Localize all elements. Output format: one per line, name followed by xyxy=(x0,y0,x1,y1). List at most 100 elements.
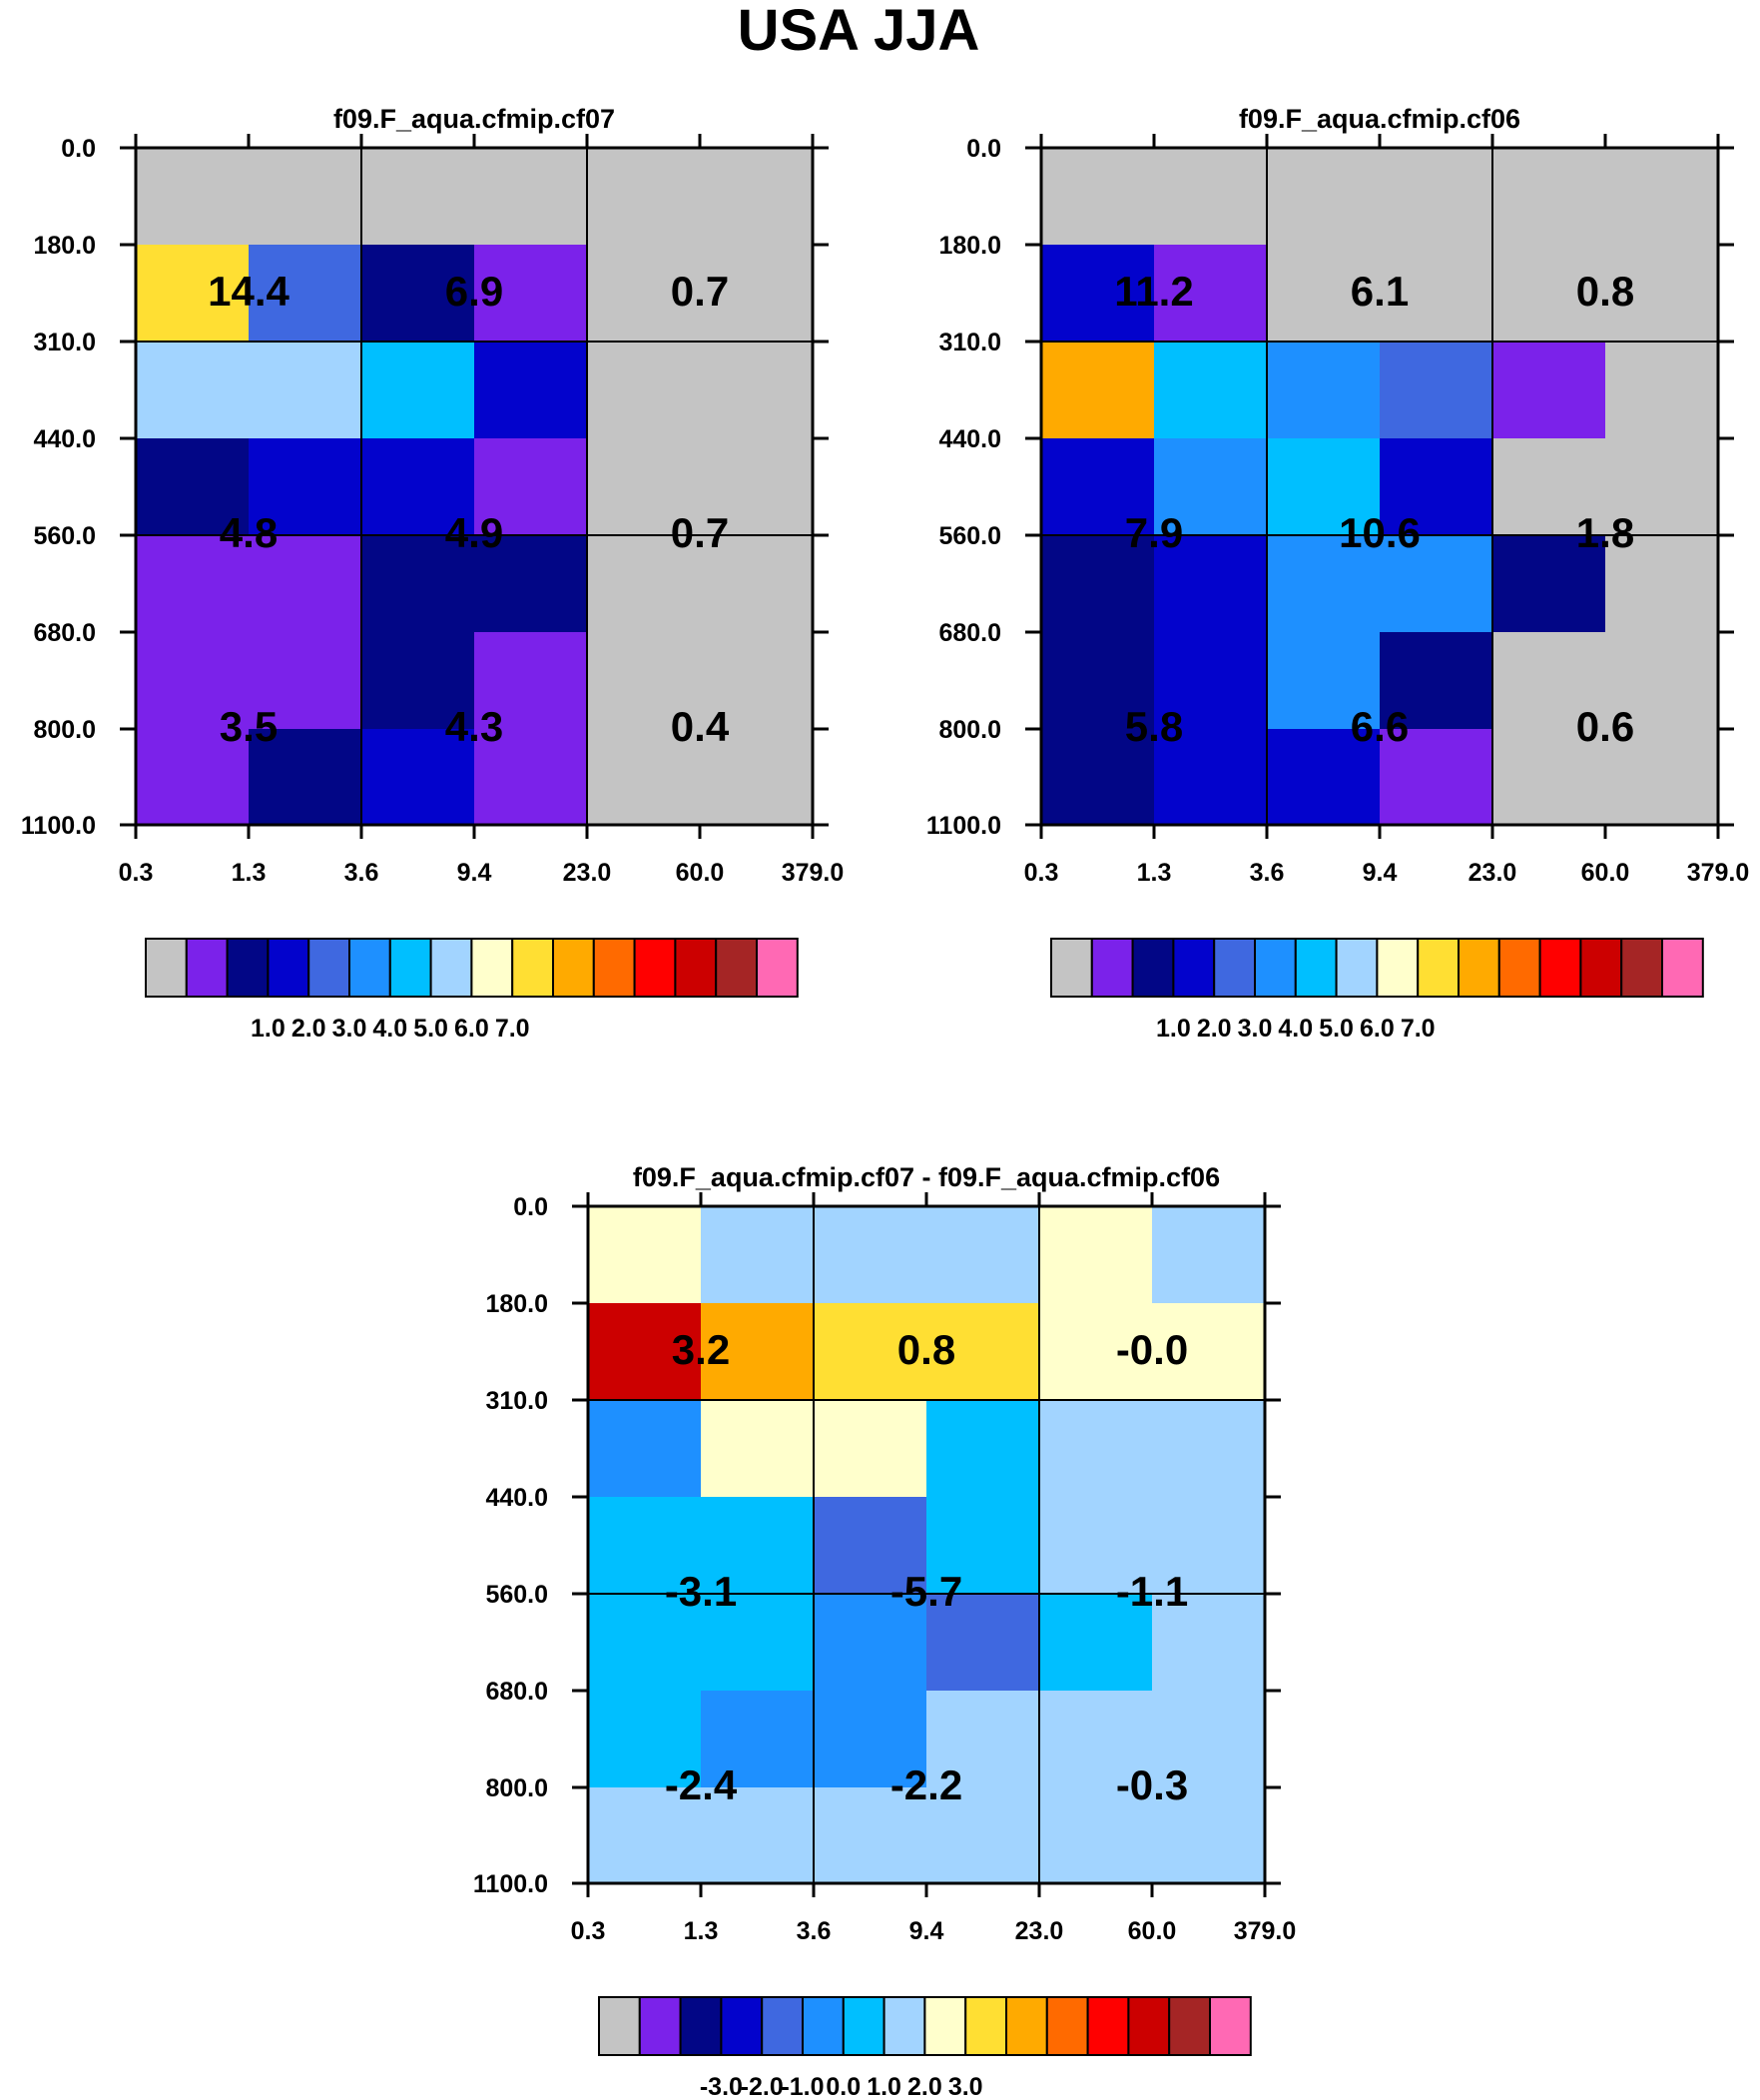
heatmap-cell xyxy=(1152,1594,1266,1692)
colorbar-swatch xyxy=(1376,938,1420,998)
heatmap-cell xyxy=(926,1787,1040,1884)
colorbar-swatch xyxy=(633,938,677,998)
panel-1: f09.F_aqua.cfmip.cf07 14.4 6.9 0.7 4.8 4.9 0.7… xyxy=(21,104,844,1043)
x-tick-label: 1.3 xyxy=(232,859,267,887)
y-tick-label: 800.0 xyxy=(938,716,1001,744)
heatmap-cell xyxy=(1041,729,1155,826)
heatmap-cell xyxy=(1154,342,1268,439)
heatmap-cell xyxy=(588,1691,702,1788)
heatmap-cell xyxy=(588,1206,702,1304)
heatmap-cell xyxy=(1267,148,1381,246)
y-tick-label: 800.0 xyxy=(485,1774,548,1802)
box-value: -2.4 xyxy=(665,1761,738,1808)
box-value: 11.2 xyxy=(1114,268,1193,315)
heatmap-cell xyxy=(814,1787,927,1884)
box-value: -0.3 xyxy=(1116,1761,1188,1808)
heatmap-cell xyxy=(1605,535,1719,633)
box-value: 0.8 xyxy=(897,1326,955,1373)
heatmap-cell xyxy=(1041,342,1155,439)
heatmap-cell xyxy=(700,342,814,439)
heatmap-cell xyxy=(926,1303,1040,1401)
figure-title: USA JJA xyxy=(738,0,980,63)
heatmap-cell xyxy=(588,1497,702,1595)
heatmap-cell xyxy=(701,1400,815,1498)
colorbar-swatch xyxy=(1579,938,1623,998)
heatmap-cell xyxy=(588,1303,702,1401)
colorbar-label: 3.0 xyxy=(332,1015,367,1043)
heatmap-cell xyxy=(1605,438,1719,536)
y-tick-label: 0.0 xyxy=(513,1193,548,1221)
heatmap-cell xyxy=(1605,342,1719,439)
heatmap-cell xyxy=(1041,148,1155,246)
x-tick-label: 379.0 xyxy=(1687,859,1750,887)
y-tick-label: 180.0 xyxy=(33,232,96,260)
heatmap-cell xyxy=(474,342,588,439)
colorbar-swatch xyxy=(185,938,229,998)
colorbar-label: 0.0 xyxy=(826,2073,861,2100)
heatmap-cell xyxy=(1152,1206,1266,1304)
colorbar-swatch xyxy=(882,1996,926,2056)
colorbar: 1.0 2.0 3.0 4.0 5.0 6.0 7.0 xyxy=(1050,938,1704,1043)
heatmap-cell xyxy=(1605,729,1719,826)
heatmap-cell xyxy=(1380,148,1493,246)
heatmap-cell xyxy=(814,1594,927,1692)
colorbar-swatch xyxy=(592,938,636,998)
heatmap-cell xyxy=(701,1691,815,1788)
colorbar-label: 1.0 xyxy=(1156,1015,1191,1043)
colorbar-swatch xyxy=(715,938,759,998)
colorbar-label: 7.0 xyxy=(495,1015,530,1043)
x-tick-label: 9.4 xyxy=(1363,859,1398,887)
heatmap-cell xyxy=(249,342,362,439)
box-value: 10.6 xyxy=(1339,509,1421,556)
panel-title: f09.F_aqua.cfmip.cf07 - f09.F_aqua.cfmip… xyxy=(633,1162,1220,1192)
heatmap-cell xyxy=(249,632,362,730)
heatmap-cell xyxy=(701,1787,815,1884)
heatmap-cell xyxy=(700,438,814,536)
colorbar-swatch xyxy=(1209,1996,1252,2056)
heatmap-cell xyxy=(474,245,588,343)
heatmap-cell xyxy=(588,1594,702,1692)
box-value: 7.9 xyxy=(1125,509,1183,556)
box-value: 6.9 xyxy=(445,268,503,315)
heatmap-cell xyxy=(136,342,250,439)
heatmap-cell xyxy=(249,438,362,536)
heatmap-cell xyxy=(1380,438,1493,536)
heatmap-cell xyxy=(136,148,250,246)
heatmap-cell xyxy=(361,729,475,826)
x-tick-label: 23.0 xyxy=(1015,1917,1064,1945)
heatmap-cell xyxy=(587,729,701,826)
y-tick-label: 560.0 xyxy=(33,522,96,550)
colorbar-label: 2.0 xyxy=(292,1015,326,1043)
x-tick-label: 0.3 xyxy=(1024,859,1059,887)
box-value: 14.4 xyxy=(208,268,290,315)
y-tick-label: 0.0 xyxy=(966,135,1001,163)
colorbar-swatch xyxy=(802,1996,845,2056)
colorbar-label: 5.0 xyxy=(413,1015,448,1043)
colorbar-swatch xyxy=(923,1996,967,2056)
colorbar-label: 3.0 xyxy=(948,2073,983,2100)
x-tick-label: 23.0 xyxy=(563,859,612,887)
box-value: 0.7 xyxy=(671,268,729,315)
heatmap-cell xyxy=(1605,632,1719,730)
heatmap-cell xyxy=(1267,438,1381,536)
heatmap-cell xyxy=(1152,1691,1266,1788)
heatmap-cell xyxy=(474,535,588,633)
box-value: -2.2 xyxy=(890,1761,962,1808)
heatmap-cell xyxy=(1154,438,1268,536)
colorbar-swatch xyxy=(348,938,391,998)
colorbar-swatch xyxy=(470,938,514,998)
heatmap-cell xyxy=(1041,438,1155,536)
y-tick-label: 310.0 xyxy=(938,329,1001,356)
heatmap-cell xyxy=(474,632,588,730)
heatmap-cell xyxy=(1039,1594,1153,1692)
colorbar-swatch xyxy=(1335,938,1379,998)
heatmap-cell xyxy=(814,1691,927,1788)
colorbar-swatch xyxy=(1538,938,1582,998)
heatmap-cell xyxy=(361,148,475,246)
y-tick-label: 180.0 xyxy=(485,1290,548,1318)
colorbar-swatch xyxy=(674,938,718,998)
heatmap-cell xyxy=(1267,342,1381,439)
x-tick-label: 60.0 xyxy=(676,859,725,887)
colorbar-label: 5.0 xyxy=(1319,1015,1354,1043)
